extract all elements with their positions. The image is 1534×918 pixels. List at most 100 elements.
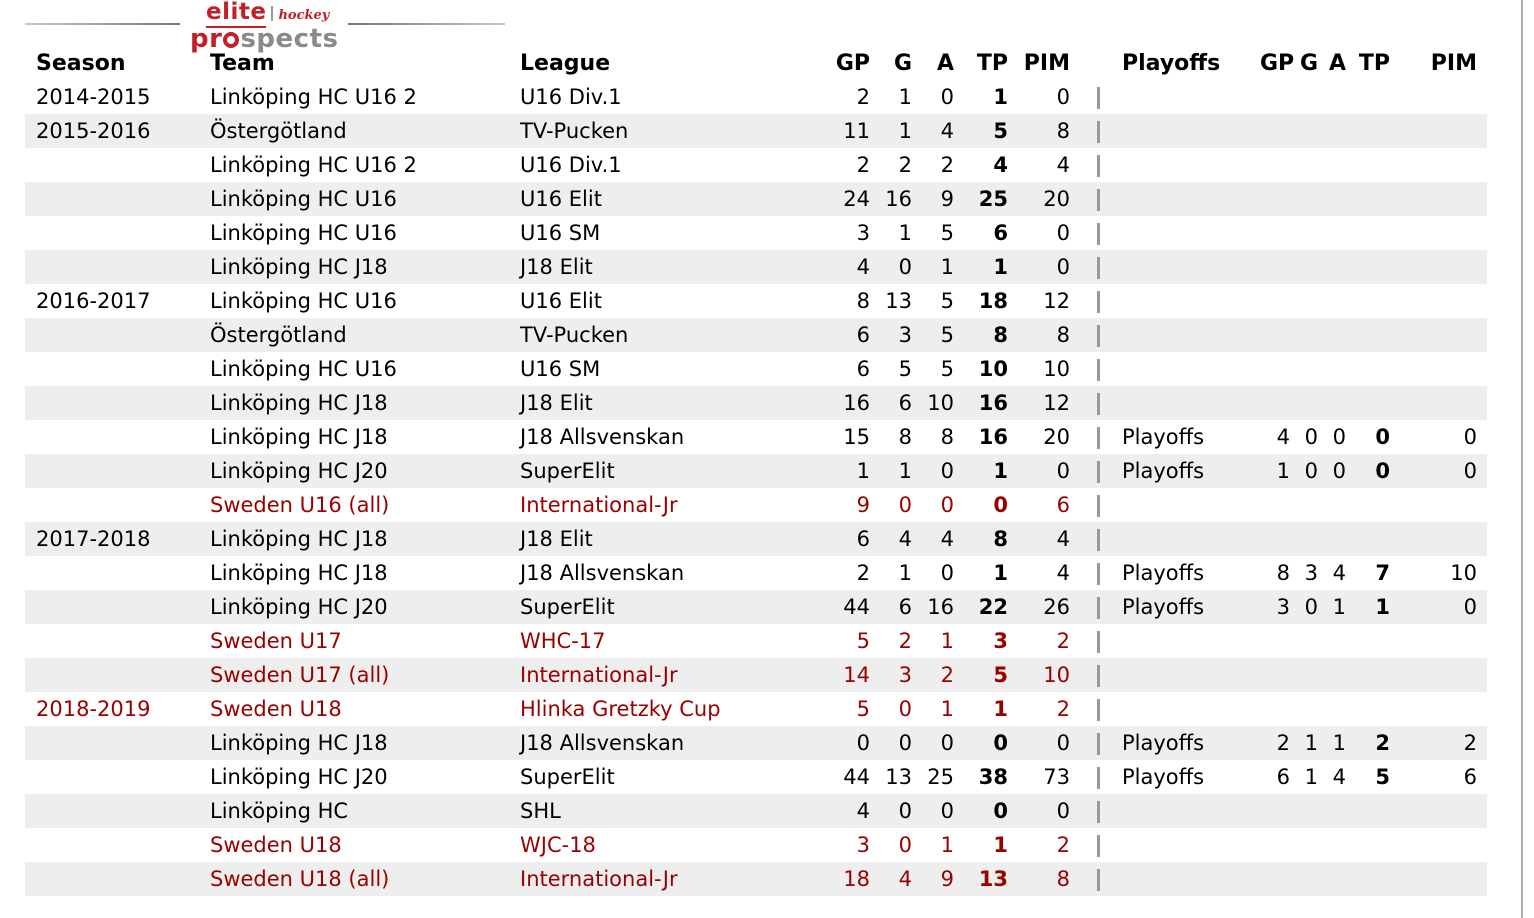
league-link[interactable]: International-Jr — [520, 867, 678, 891]
playoffs-label — [1110, 692, 1260, 726]
divider-bar — [1097, 461, 1100, 483]
league-link[interactable]: TV-Pucken — [520, 119, 629, 143]
team-link[interactable]: Sweden U17 — [210, 629, 342, 653]
stat-a: 2 — [940, 663, 954, 687]
league-link[interactable]: SuperElit — [520, 459, 615, 483]
team-link[interactable]: Linköping HC J20 — [210, 459, 388, 483]
stat-gp: 0 — [856, 731, 870, 755]
playoff-stat-gp — [1260, 80, 1300, 114]
playoff-stat-tp — [1356, 794, 1400, 828]
team-link[interactable]: Linköping HC J18 — [210, 561, 388, 585]
stat-pim: 4 — [1056, 153, 1070, 177]
playoff-stat-gp — [1260, 352, 1300, 386]
team-link[interactable]: Linköping HC J18 — [210, 731, 388, 755]
stat-tp: 1 — [993, 255, 1008, 279]
header-season: Season — [36, 50, 126, 76]
playoff-stat-a: 4 — [1332, 765, 1346, 789]
playoff-stat-g: 0 — [1304, 595, 1318, 619]
league-link[interactable]: TV-Pucken — [520, 323, 629, 347]
playoffs-label — [1110, 624, 1260, 658]
team-link[interactable]: Linköping HC U16 — [210, 357, 397, 381]
team-link[interactable]: Sweden U17 (all) — [210, 663, 390, 687]
team-link[interactable]: Linköping HC J20 — [210, 765, 388, 789]
stat-a: 10 — [927, 391, 954, 415]
playoffs-divider — [1080, 726, 1110, 760]
table-row: Sweden U17 WHC-17 5 2 1 3 2 — [25, 624, 1487, 658]
team-link[interactable]: Linköping HC J18 — [210, 425, 388, 449]
league-link[interactable]: SuperElit — [520, 595, 615, 619]
league-link[interactable]: U16 SM — [520, 221, 601, 245]
table-row: 2015-2016 Östergötland TV-Pucken 11 1 4 5 8 — [25, 114, 1487, 148]
team-link[interactable]: Sweden U18 — [210, 833, 342, 857]
stat-gp: 3 — [856, 833, 870, 857]
league-link[interactable]: J18 Elit — [520, 391, 593, 415]
team-link[interactable]: Östergötland — [210, 323, 347, 347]
team-link[interactable]: Östergötland — [210, 119, 347, 143]
header-a: A — [936, 50, 954, 76]
season-cell: 2016-2017 — [36, 289, 151, 313]
playoffs-divider — [1080, 658, 1110, 692]
league-link[interactable]: WHC-17 — [520, 629, 606, 653]
team-link[interactable]: Linköping HC J18 — [210, 255, 388, 279]
stat-g: 2 — [898, 629, 912, 653]
stat-a: 9 — [940, 867, 954, 891]
league-link[interactable]: U16 Div.1 — [520, 153, 622, 177]
stat-a: 1 — [940, 697, 954, 721]
playoff-stat-pim — [1400, 386, 1487, 420]
playoff-stat-g — [1300, 352, 1328, 386]
team-link[interactable]: Linköping HC U16 2 — [210, 153, 417, 177]
playoffs-label — [1110, 386, 1260, 420]
season-cell: 2015-2016 — [36, 119, 151, 143]
league-link[interactable]: J18 Allsvenskan — [520, 425, 685, 449]
stat-tp: 22 — [978, 595, 1008, 619]
stat-gp: 2 — [856, 85, 870, 109]
team-link[interactable]: Linköping HC J20 — [210, 595, 388, 619]
stat-tp: 13 — [978, 867, 1008, 891]
team-link[interactable]: Linköping HC U16 — [210, 289, 397, 313]
playoff-stat-tp: 1 — [1375, 595, 1390, 619]
stat-pim: 20 — [1043, 425, 1070, 449]
stat-g: 1 — [898, 459, 912, 483]
eliteprospects-logo[interactable]: elite hockey pr spects — [180, 0, 349, 52]
stat-g: 0 — [898, 833, 912, 857]
league-link[interactable]: U16 SM — [520, 357, 601, 381]
league-link[interactable]: J18 Allsvenskan — [520, 731, 685, 755]
stat-g: 13 — [885, 289, 912, 313]
league-link[interactable]: Hlinka Gretzky Cup — [520, 697, 721, 721]
stat-tp: 1 — [993, 459, 1008, 483]
team-link[interactable]: Linköping HC U16 — [210, 221, 397, 245]
stat-g: 1 — [898, 561, 912, 585]
league-link[interactable]: SHL — [520, 799, 561, 823]
team-link[interactable]: Linköping HC J18 — [210, 527, 388, 551]
divider-bar — [1097, 529, 1100, 551]
league-link[interactable]: J18 Elit — [520, 255, 593, 279]
league-link[interactable]: SuperElit — [520, 765, 615, 789]
team-link[interactable]: Linköping HC U16 2 — [210, 85, 417, 109]
season-cell — [25, 556, 205, 590]
table-row: 2016-2017 Linköping HC U16 U16 Elit 8 13 5 18 1… — [25, 284, 1487, 318]
team-link[interactable]: Sweden U16 (all) — [210, 493, 390, 517]
team-link[interactable]: Linköping HC U16 — [210, 187, 397, 211]
stat-g: 6 — [898, 391, 912, 415]
team-link[interactable]: Sweden U18 (all) — [210, 867, 390, 891]
team-link[interactable]: Linköping HC J18 — [210, 391, 388, 415]
league-link[interactable]: International-Jr — [520, 663, 678, 687]
divider-bar — [1097, 665, 1100, 687]
league-link[interactable]: U16 Elit — [520, 187, 602, 211]
league-link[interactable]: U16 Div.1 — [520, 85, 622, 109]
header-playoff-gp: GP — [1260, 50, 1295, 76]
stat-g: 8 — [898, 425, 912, 449]
stat-pim: 8 — [1056, 867, 1070, 891]
team-link[interactable]: Linköping HC — [210, 799, 349, 823]
team-link[interactable]: Sweden U18 — [210, 697, 342, 721]
league-link[interactable]: International-Jr — [520, 493, 678, 517]
league-link[interactable]: J18 Allsvenskan — [520, 561, 685, 585]
league-link[interactable]: U16 Elit — [520, 289, 602, 313]
playoffs-divider — [1080, 828, 1110, 862]
playoffs-label: Playoffs — [1122, 765, 1205, 789]
league-link[interactable]: WJC-18 — [520, 833, 596, 857]
league-link[interactable]: J18 Elit — [520, 527, 593, 551]
playoff-stat-g — [1300, 318, 1328, 352]
playoff-stat-pim — [1400, 148, 1487, 182]
playoff-stat-tp — [1356, 114, 1400, 148]
